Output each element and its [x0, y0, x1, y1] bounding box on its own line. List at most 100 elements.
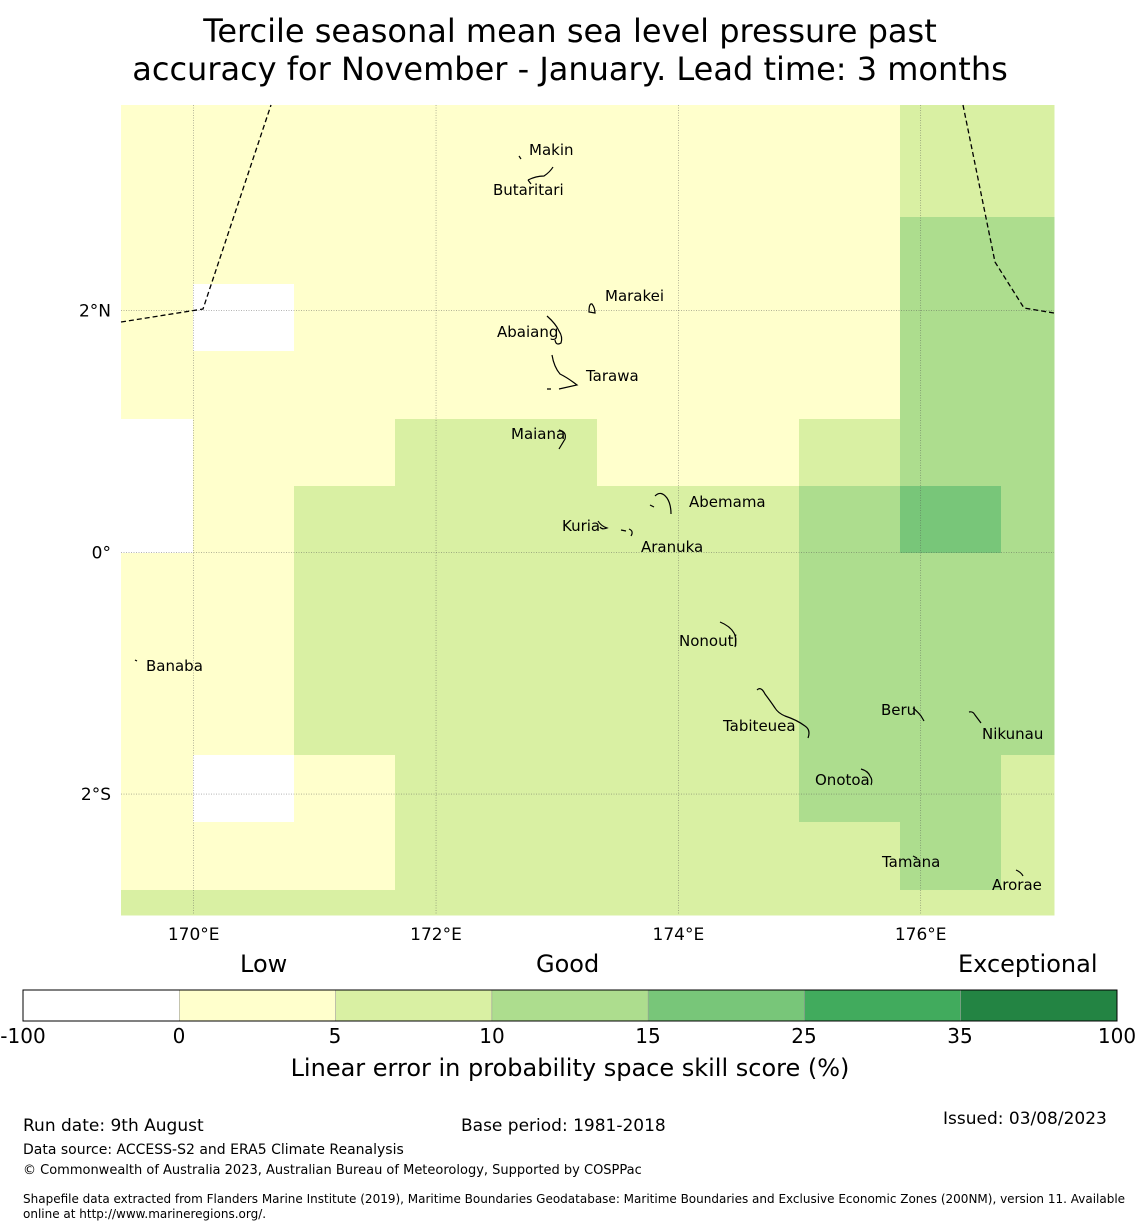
grid-cell — [1001, 105, 1055, 218]
grid-cell — [496, 217, 598, 285]
island-makin — [518, 155, 522, 160]
grid-cell — [294, 351, 396, 420]
grid-cell — [121, 755, 194, 823]
grid-cell — [799, 351, 901, 420]
x-tick-label: 170°E — [168, 925, 220, 945]
grid-cell — [121, 217, 194, 285]
grid-cell — [294, 553, 396, 689]
grid-cell — [121, 419, 194, 487]
grid-cell — [799, 486, 901, 554]
grid-cell — [395, 688, 497, 756]
grid-cell — [597, 553, 699, 689]
grid-cell — [496, 553, 598, 689]
run-date: Run date: 9th August — [23, 1116, 204, 1136]
island-onotoa — [860, 768, 873, 786]
grid-cell — [698, 419, 800, 487]
grid-cell — [395, 419, 497, 487]
grid-cell — [193, 688, 295, 756]
grid-cell — [1001, 284, 1055, 352]
colorbar-tick: 25 — [791, 1024, 817, 1048]
grid-cell — [698, 351, 800, 420]
grid-cell — [900, 822, 1002, 891]
grid-cell — [395, 284, 497, 352]
graticule — [121, 105, 1054, 915]
place-label-banaba: Banaba — [146, 657, 203, 675]
island-outlines — [134, 155, 1024, 877]
grid-cell — [900, 755, 1002, 823]
y-tick-label: 2°N — [79, 302, 111, 322]
grid-cell — [597, 284, 699, 352]
x-tick-label: 176°E — [895, 925, 947, 945]
colorbar-tick: 0 — [172, 1024, 186, 1048]
map-title-line2: accuracy for November - January. Lead ti… — [132, 50, 1008, 88]
grid-cell — [121, 351, 194, 420]
grid-cell — [496, 284, 598, 352]
grid-cell — [799, 553, 901, 689]
colorbar-segment — [335, 990, 493, 1021]
island-marakei — [588, 303, 596, 314]
grid-cell — [698, 217, 800, 285]
grid-cell — [496, 105, 598, 218]
place-label-maiana: Maiana — [511, 425, 565, 443]
grid-cell — [121, 486, 194, 554]
grid-cell — [1001, 419, 1055, 487]
grid-cell — [1001, 822, 1055, 891]
grid-cell — [597, 755, 699, 823]
grid-cell — [294, 419, 396, 487]
grid-cell — [395, 486, 497, 554]
place-label-abaiang: Abaiang — [497, 323, 558, 341]
place-label-marakei: Marakei — [605, 287, 664, 305]
colorbar-tick: 100 — [1097, 1024, 1137, 1048]
place-label-arorae: Arorae — [992, 876, 1042, 894]
grid-cell — [193, 553, 295, 689]
grid-cell — [1001, 217, 1055, 285]
grid-cell — [597, 419, 699, 487]
grid-cell — [698, 688, 800, 756]
grid-cell — [496, 419, 598, 487]
colorbar-category-good: Good — [536, 950, 600, 978]
place-label-tamana: Tamana — [881, 853, 940, 871]
island-aranuka — [620, 528, 633, 537]
grid-cell — [193, 105, 295, 218]
grid-cell — [294, 688, 396, 756]
grid-cell — [1001, 755, 1055, 823]
skill-grid — [121, 105, 1055, 916]
grid-cell — [900, 688, 1002, 756]
map-title-line1: Tercile seasonal mean sea level pressure… — [203, 12, 937, 50]
grid-cell — [294, 486, 396, 554]
colorbar-tick: 15 — [635, 1024, 661, 1048]
grid-cell — [395, 755, 497, 823]
grid-cell — [597, 217, 699, 285]
grid-cell — [395, 890, 497, 916]
grid-cell — [698, 486, 800, 554]
place-label-beru: Beru — [881, 701, 916, 719]
shapefile-credit-line1: Shapefile data extracted from Flanders M… — [23, 1192, 1126, 1206]
colorbar-category-low: Low — [240, 950, 288, 978]
colorbar-segment — [23, 990, 180, 1021]
grid-cell — [698, 755, 800, 823]
grid-cell — [395, 553, 497, 689]
place-label-nikunau: Nikunau — [982, 725, 1043, 743]
grid-cell — [900, 284, 1002, 352]
colorbar-segment — [491, 990, 649, 1021]
place-label-nonouti: Nonouti — [679, 632, 738, 650]
colorbar-tick: 10 — [479, 1024, 505, 1048]
grid-cell — [193, 217, 295, 285]
grid-cell — [799, 419, 901, 487]
grid-cell — [496, 822, 598, 891]
grid-cell — [597, 105, 699, 218]
place-labels: Makin Butaritari Marakei Abaiang Tarawa Maian… — [146, 141, 1043, 894]
grid-cell — [698, 890, 800, 916]
x-axis-ticks: 170°E 172°E 174°E 176°E — [168, 925, 947, 945]
grid-cell — [597, 688, 699, 756]
base-period: Base period: 1981-2018 — [461, 1116, 666, 1136]
grid-cell — [597, 486, 699, 554]
grid-cell — [698, 284, 800, 352]
grid-cell — [121, 688, 194, 756]
island-nonouti — [719, 621, 737, 648]
eez-boundary-east — [962, 104, 1055, 314]
place-label-makin: Makin — [529, 141, 574, 159]
grid-cell — [294, 105, 396, 218]
colorbar — [22, 989, 1118, 1022]
